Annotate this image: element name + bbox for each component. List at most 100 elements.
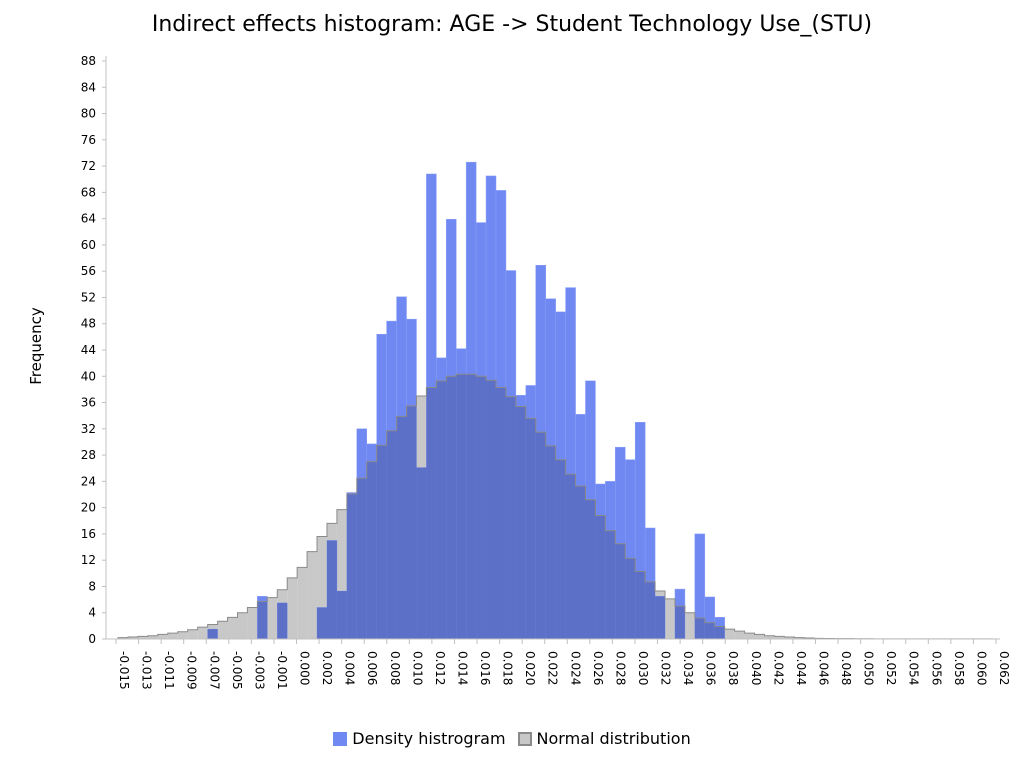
normal-bar	[336, 509, 347, 639]
overlap-bar	[575, 485, 586, 639]
overlap-bar	[396, 416, 407, 639]
overlap-bar	[655, 596, 666, 639]
normal-bar	[665, 598, 675, 639]
y-tick-label: 24	[81, 474, 96, 488]
x-tick-label: 0.046	[816, 651, 830, 685]
legend-label-normal: Normal distribution	[536, 729, 691, 748]
normal-bar	[137, 636, 148, 639]
overlap-bar	[366, 461, 377, 639]
normal-bar	[774, 636, 785, 639]
x-tick-label: 0.004	[343, 651, 357, 685]
normal-bar	[167, 633, 178, 639]
x-tick-label: 0.044	[794, 651, 808, 685]
overlap-bars	[207, 374, 725, 639]
x-tick-label: 0.010	[410, 651, 424, 685]
overlap-bar	[515, 406, 526, 639]
y-tick-label: 16	[81, 527, 96, 541]
y-tick-label: 64	[81, 212, 96, 226]
y-tick-label: 40	[81, 369, 96, 383]
normal-bar	[217, 621, 228, 639]
y-tick-label: 32	[81, 422, 96, 436]
x-tick-label: 0.020	[523, 651, 537, 685]
x-tick-label: 0.026	[591, 651, 605, 685]
x-tick-label: -0.015	[117, 651, 131, 690]
x-tick-label: 0.060	[974, 651, 988, 685]
overlap-bar	[625, 558, 636, 639]
legend-swatch-density	[333, 731, 348, 746]
overlap-bar	[704, 622, 715, 639]
x-tick-label: 0.028	[613, 651, 627, 685]
y-tick-label: 76	[81, 133, 96, 147]
x-tick-label: -0.011	[162, 651, 176, 690]
legend-swatch-normal	[517, 731, 532, 746]
x-tick-label: 0.056	[929, 651, 943, 685]
overlap-bar	[605, 530, 616, 639]
legend-item-normal[interactable]: Normal distribution	[517, 729, 691, 748]
x-tick-label: -0.007	[207, 651, 221, 690]
legend-item-density[interactable]: Density histrogram	[333, 729, 506, 748]
overlap-bar	[207, 629, 218, 639]
normal-bar	[157, 634, 168, 639]
overlap-bar	[496, 387, 506, 639]
normal-bar	[317, 536, 327, 639]
y-tick-label: 0	[88, 632, 96, 646]
y-tick-label: 60	[81, 238, 96, 252]
x-tick-label: 0.014	[455, 651, 469, 685]
overlap-bar	[595, 515, 606, 639]
overlap-bar	[545, 445, 556, 639]
normal-bar	[227, 617, 238, 639]
x-tick-label: 0.018	[501, 651, 515, 685]
x-tick-label: 0.022	[546, 651, 560, 685]
y-tick-label: 68	[81, 185, 96, 199]
overlap-bar	[456, 374, 467, 639]
overlap-bar	[326, 540, 337, 639]
x-tick-label: -0.003	[252, 651, 266, 690]
normal-bar	[287, 577, 298, 639]
y-tick-label: 52	[81, 290, 96, 304]
normal-bar	[794, 637, 805, 639]
normal-bar	[764, 635, 775, 639]
x-tick-label: 0.058	[952, 651, 966, 685]
y-tick-label: 4	[88, 606, 96, 620]
chart-title: Indirect effects histogram: AGE -> Stude…	[151, 12, 873, 37]
y-tick-label: 12	[81, 553, 96, 567]
normal-bar	[128, 637, 138, 639]
legend-label-density: Density histrogram	[352, 729, 506, 748]
y-tick-label: 48	[81, 317, 96, 331]
y-tick-label: 8	[88, 579, 96, 593]
x-tick-label: 0.006	[365, 651, 379, 685]
normal-bar	[684, 612, 695, 639]
y-tick-label: 36	[81, 396, 96, 410]
overlap-bar	[356, 478, 367, 639]
overlap-bar	[555, 459, 566, 639]
x-tick-label: 0.002	[320, 651, 334, 685]
x-tick-label: 0.016	[478, 651, 492, 685]
normal-bar	[784, 637, 795, 639]
x-tick-label: 0.024	[568, 651, 582, 685]
y-tick-label: 56	[81, 264, 96, 278]
normal-bar	[724, 629, 735, 639]
x-tick-label: 0.054	[907, 651, 921, 685]
x-tick-label: 0.034	[681, 651, 695, 685]
normal-bar	[197, 627, 208, 639]
normal-bar	[237, 612, 248, 639]
overlap-bar	[376, 445, 387, 639]
x-tick-label: 0.038	[726, 651, 740, 685]
overlap-bar	[525, 418, 536, 639]
normal-bar	[267, 597, 278, 639]
overlap-bar	[257, 601, 268, 639]
x-tick-label: 0.050	[862, 651, 876, 685]
overlap-bar	[476, 376, 487, 639]
y-tick-label: 84	[81, 80, 96, 94]
x-tick-label: -0.001	[275, 651, 289, 690]
x-tick-label: 0.062	[997, 651, 1011, 685]
normal-bar	[307, 551, 318, 639]
normal-bar	[187, 629, 198, 639]
x-tick-label: 0.040	[749, 651, 763, 685]
overlap-bar	[416, 467, 427, 639]
normal-bar	[118, 637, 128, 639]
x-tick-label: 0.052	[884, 651, 898, 685]
y-tick-label: 28	[81, 448, 96, 462]
overlap-bar	[505, 396, 516, 639]
normal-outline-path	[117, 373, 994, 640]
